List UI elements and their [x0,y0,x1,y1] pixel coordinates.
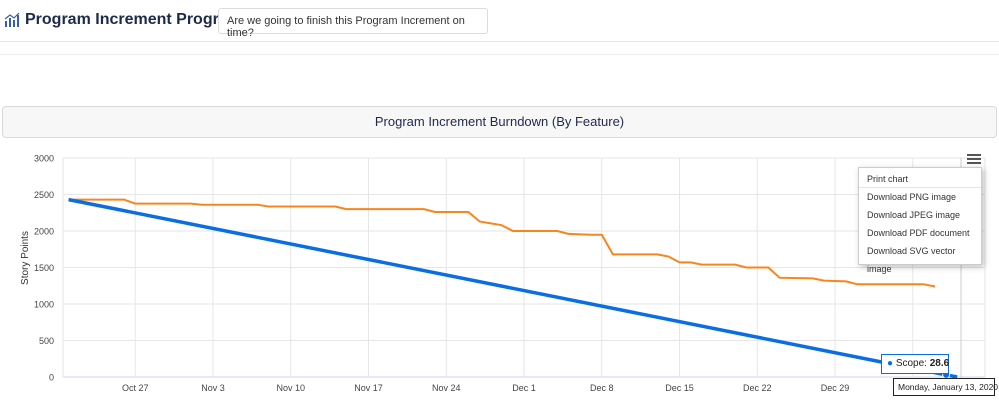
y-tick-label: 1500 [34,263,54,273]
x-tick-label: Dec 15 [665,383,694,393]
series-dot-icon: ● [887,358,894,369]
menu-item-print[interactable]: Print chart [859,168,981,188]
y-tick-label: 3000 [34,154,54,164]
x-tick-label: Nov 10 [276,383,305,393]
x-tick-label: Dec 8 [590,383,614,393]
series-remaining-line[interactable] [68,198,936,288]
hamburger-menu-icon[interactable] [965,151,985,167]
chart-icon [4,12,20,27]
top-header: Program Increment Progress Are we going … [0,0,999,42]
y-axis-label: Story Points [20,231,31,285]
export-menu: Print chart Download PNG image Download … [858,167,982,274]
chart-title-bar: Program Increment Burndown (By Feature) [2,106,997,138]
menu-item-svg[interactable]: Download SVG vector image [867,246,956,274]
y-tick-label: 500 [39,336,54,346]
y-tick-label: 2000 [34,227,54,237]
x-tick-label: Dec 22 [743,383,772,393]
x-tick-label: Nov 24 [432,383,461,393]
series-group [68,197,958,379]
x-tick-label: Oct 27 [122,383,149,393]
x-tick-label: Nov 17 [354,383,383,393]
grid-lines [62,157,986,378]
question-field[interactable]: Are we going to finish this Program Incr… [218,8,488,39]
series-scope-line[interactable] [68,197,958,379]
tooltip-label: Scope: [895,358,927,369]
y-tick-label: 0 [49,373,54,383]
scope-tooltip: ● Scope: 28.6 [881,354,949,374]
menu-item-jpeg[interactable]: Download JPEG image [867,210,961,220]
x-tick-label: Nov 3 [201,383,225,393]
menu-item-png[interactable]: Download PNG image [867,192,957,202]
x-tick-label: Dec 29 [821,383,850,393]
x-tick-label: Dec 1 [512,383,536,393]
divider [0,54,999,55]
x-axis: Oct 27 Nov 3 Nov 10 Nov 17 Nov 24 Dec 1 Dec 8 D… [122,383,924,393]
menu-item-pdf[interactable]: Download PDF document [867,228,970,238]
tooltip-value: 28.6 [929,358,950,369]
page-title: Program Increment Progress [25,11,246,28]
burndown-chart[interactable]: 0 500 1000 1500 2000 2500 3000 Oct 27 Nov 3 Nov … [0,140,999,402]
chart-title: Program Increment Burndown (By Feature) [374,114,625,129]
y-axis: 0 500 1000 1500 2000 2500 3000 [34,154,54,383]
y-tick-label: 1000 [34,300,54,310]
y-tick-label: 2500 [34,190,54,200]
date-tooltip: Monday, January 13, 2020 [893,378,998,396]
